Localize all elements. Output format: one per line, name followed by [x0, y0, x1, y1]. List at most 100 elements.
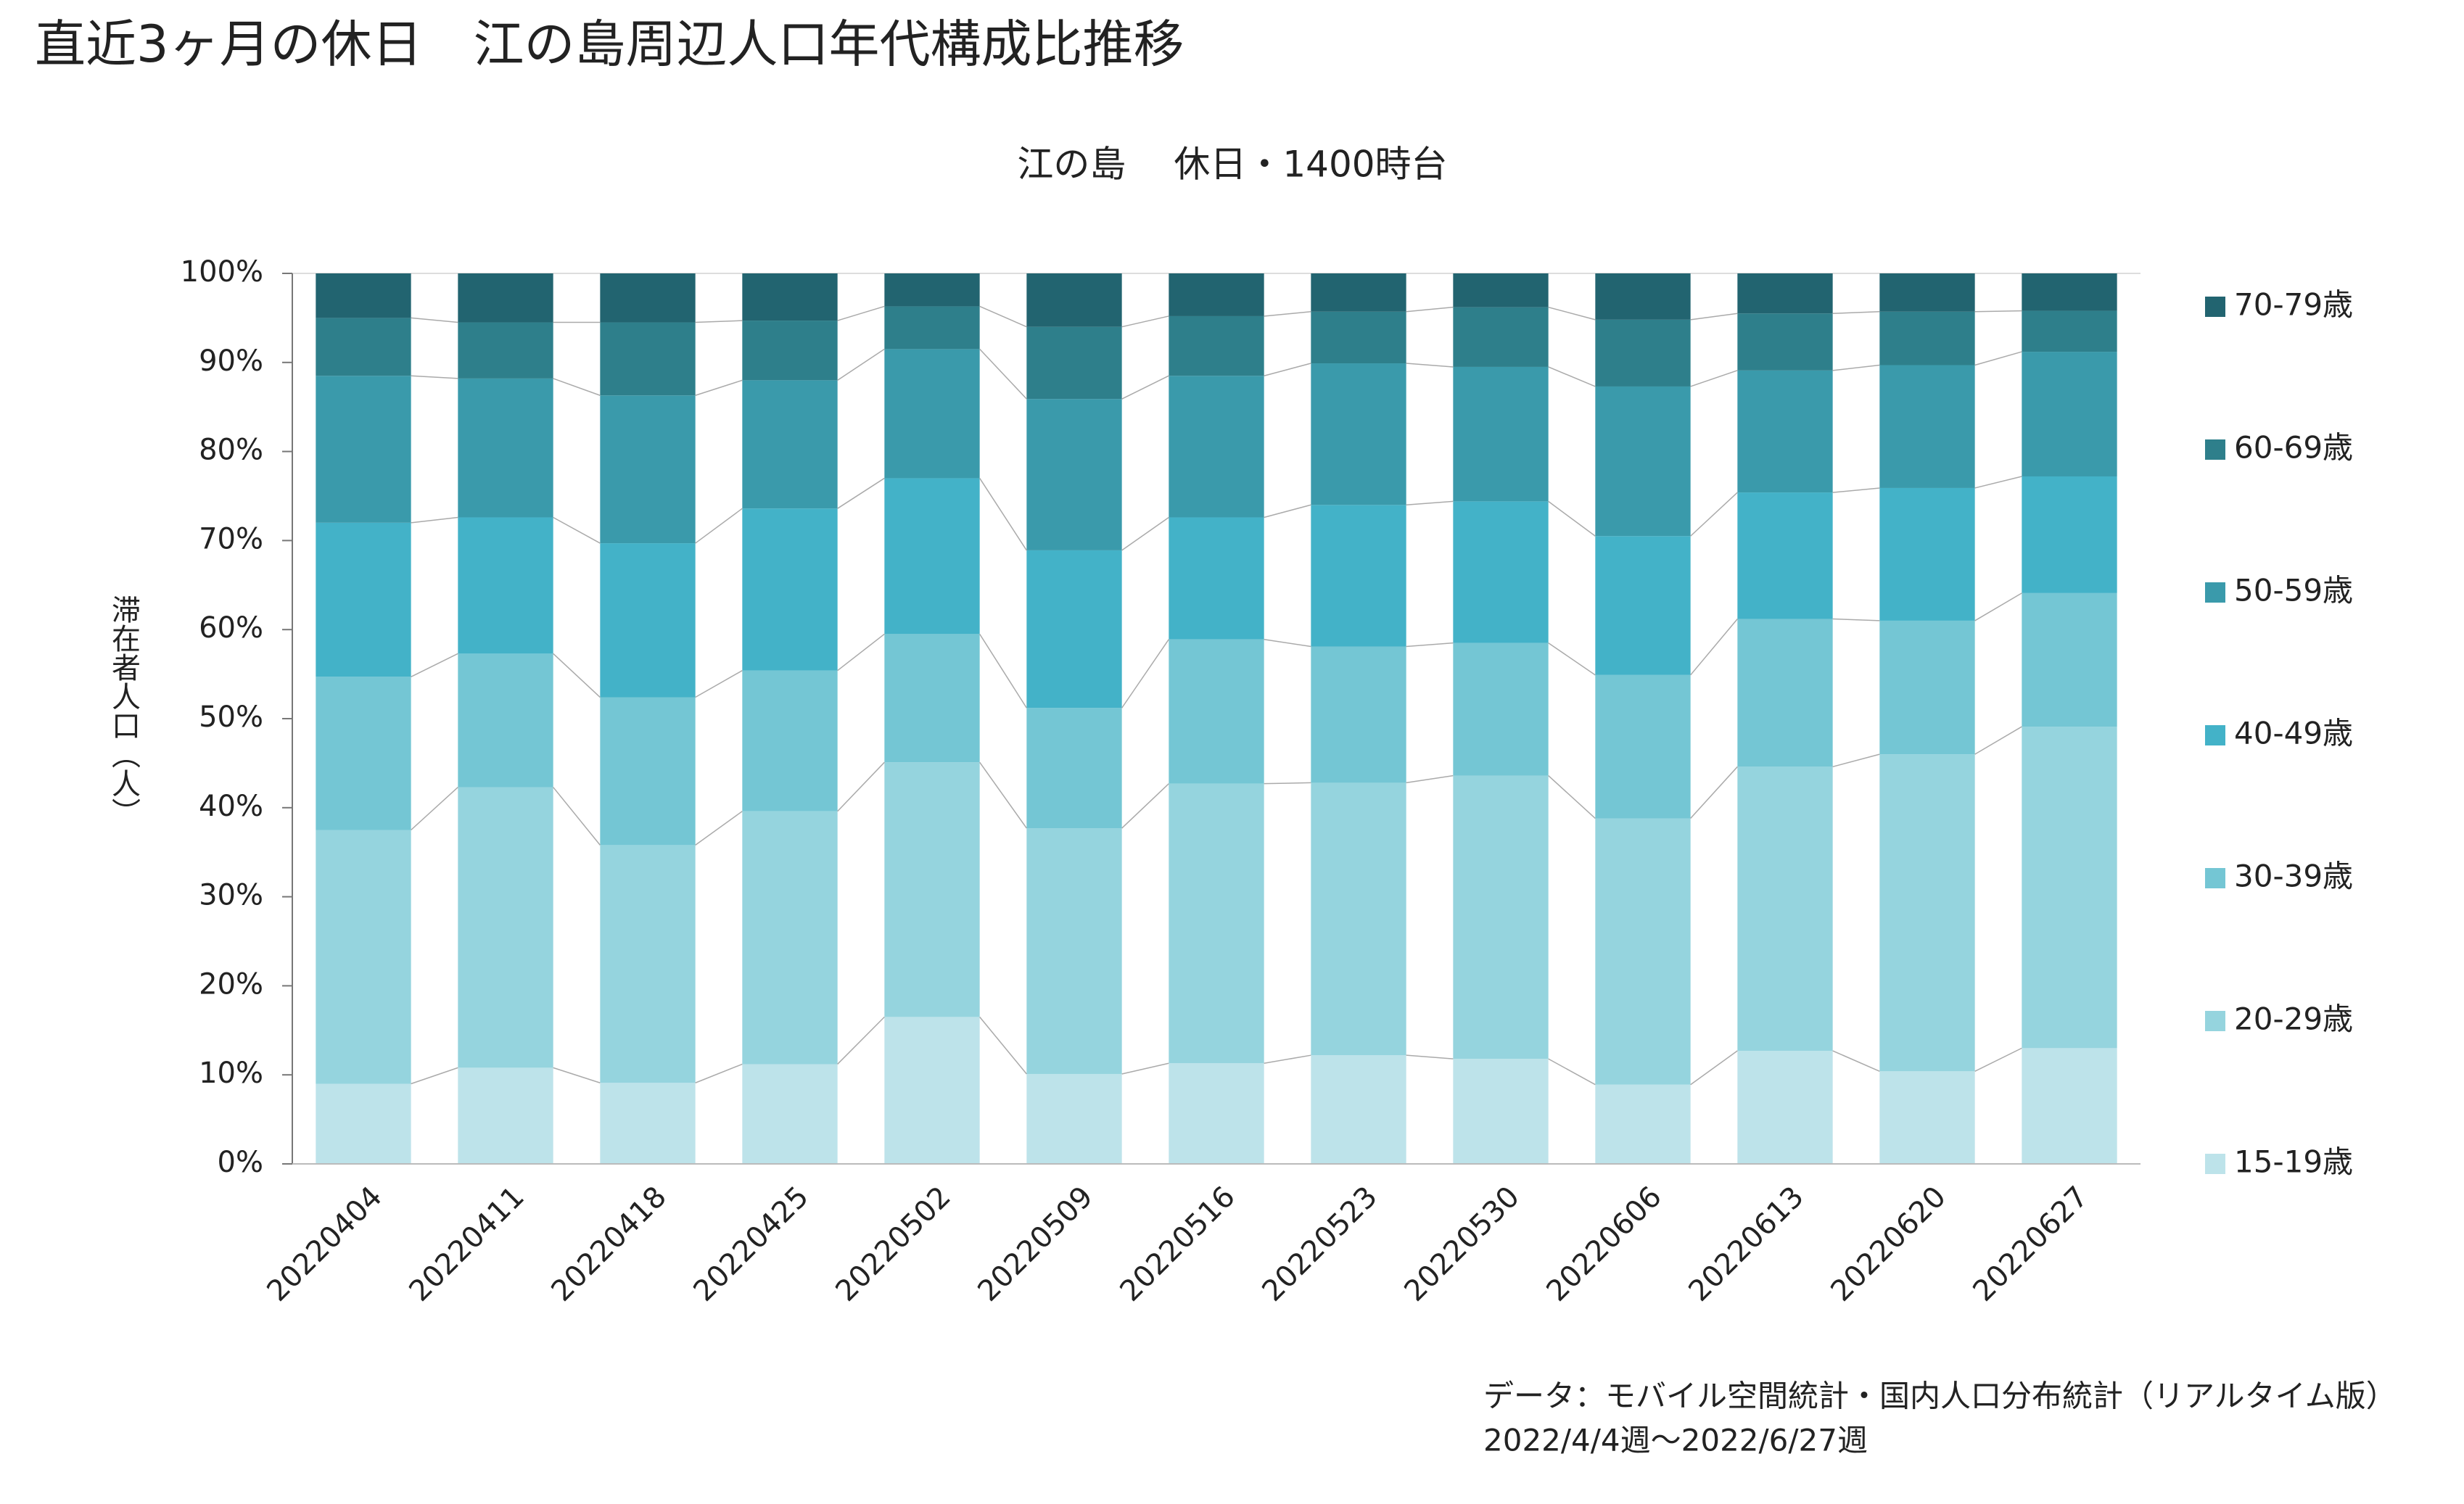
bar-segment [1879, 754, 1975, 1072]
y-tick-label: 80% [199, 434, 263, 467]
connector-line [979, 633, 1027, 708]
connector-line [1121, 783, 1169, 829]
bar-segment [600, 697, 696, 846]
connector-line [411, 317, 458, 323]
connector-line [695, 320, 743, 323]
bar-segment [1453, 775, 1549, 1059]
connector-line [1406, 363, 1454, 368]
bar-segment [1026, 273, 1122, 327]
bar-segment [1737, 370, 1833, 493]
bar-segment [742, 1064, 838, 1164]
bar-segment [1595, 273, 1691, 320]
connector-line [1121, 315, 1169, 328]
y-tick-label: 0% [218, 1146, 263, 1179]
connector-line [1832, 618, 1880, 621]
bar-segment [1311, 782, 1406, 1056]
connector-line [411, 787, 458, 831]
bar-segment [884, 349, 980, 479]
y-tick-label: 50% [199, 701, 263, 734]
bar-segment [1169, 315, 1264, 376]
legend-swatch [2205, 1011, 2225, 1031]
bar-segment [600, 273, 696, 323]
bar-segment [1169, 376, 1264, 518]
y-tick-label: 100% [181, 255, 263, 289]
connector-line [837, 305, 885, 321]
bar-segment [2022, 310, 2117, 352]
connector-line [1406, 642, 1454, 648]
bar-segment [884, 634, 980, 763]
bar-segment [1311, 273, 1406, 312]
bar-segment [2022, 1048, 2117, 1164]
bar-segment [1879, 273, 1975, 312]
connector-line [979, 761, 1027, 829]
bar-segment [600, 395, 696, 544]
connector-line [837, 761, 885, 812]
connector-line [1548, 1058, 1596, 1086]
bar-segment [1453, 273, 1549, 307]
bar-segment [1595, 818, 1691, 1085]
connector-line [1974, 351, 2022, 366]
bar-segment [600, 322, 696, 396]
connector-line [979, 1016, 1027, 1075]
y-tick-label: 30% [199, 879, 263, 912]
connector-line [1264, 363, 1311, 376]
connector-line [1121, 516, 1169, 551]
connector-line [1264, 1054, 1311, 1064]
bar-segment [742, 811, 838, 1065]
legend-swatch [2205, 439, 2225, 460]
bar-segment [1595, 319, 1691, 387]
connector-line [1121, 1062, 1169, 1075]
connector-line [1832, 364, 1880, 371]
connector-line [1974, 592, 2022, 621]
connector-line [695, 508, 743, 544]
bar-segment [2022, 592, 2117, 727]
bar-segment [2022, 727, 2117, 1049]
connector-line [1832, 311, 1880, 315]
bar-segment [1026, 550, 1122, 708]
legend-label: 20-29歳 [2234, 1001, 2353, 1037]
bar-segment [1453, 642, 1549, 776]
connector-line [1974, 310, 2022, 313]
connector-line [553, 1067, 601, 1083]
y-tick-label: 70% [199, 522, 263, 555]
connector-line [1832, 753, 1880, 768]
bar-segment [1026, 1073, 1122, 1164]
connector-line [837, 348, 885, 381]
bar-segment [1595, 386, 1691, 537]
legend-label: 15-19歳 [2234, 1144, 2353, 1180]
bar-segment [1453, 1059, 1549, 1164]
bar-segment [1737, 492, 1833, 619]
bar-segment [1169, 639, 1264, 784]
bar-segment [316, 318, 411, 376]
connector-line [1548, 775, 1596, 819]
bar-segment [1595, 674, 1691, 819]
y-tick-label: 40% [199, 790, 263, 823]
chart-subtitle: 江の島 休日・1400時台 [1017, 144, 1447, 186]
connector-line [695, 811, 743, 846]
connector-line [1548, 642, 1596, 676]
connector-line [553, 378, 601, 396]
bar-segment [742, 273, 838, 321]
legend-label: 70-79歳 [2234, 287, 2353, 323]
bar-segment [458, 1067, 553, 1164]
bar-segment [316, 830, 411, 1084]
legend-label: 50-59歳 [2234, 573, 2353, 608]
bar-segment [1595, 536, 1691, 675]
bar-segment [1453, 307, 1549, 367]
bar-segment [1595, 1084, 1691, 1164]
legend-swatch [2205, 297, 2225, 317]
bar-segment [600, 1083, 696, 1164]
bar-segment [458, 787, 553, 1068]
bar-segment [316, 1083, 411, 1164]
bar-segment [1737, 767, 1833, 1051]
bar-segment [2022, 352, 2117, 476]
legend-swatch [2205, 868, 2225, 888]
bar-segment [458, 517, 553, 654]
connector-line [1264, 638, 1311, 648]
connector-line [1406, 306, 1454, 313]
bar-segment [458, 273, 553, 323]
connector-line [553, 653, 601, 698]
bar-segment [1737, 273, 1833, 314]
bar-segment [884, 1017, 980, 1164]
